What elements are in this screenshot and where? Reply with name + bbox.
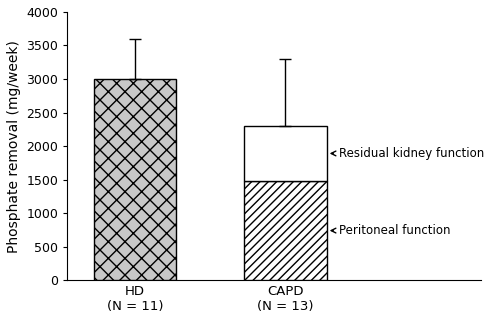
Bar — [244, 181, 327, 280]
Text: Residual kidney function: Residual kidney function — [331, 147, 484, 160]
Bar — [94, 79, 176, 280]
Bar — [244, 126, 327, 181]
Y-axis label: Phosphate removal (mg/week): Phosphate removal (mg/week) — [7, 40, 21, 252]
Text: Peritoneal function: Peritoneal function — [331, 224, 450, 237]
